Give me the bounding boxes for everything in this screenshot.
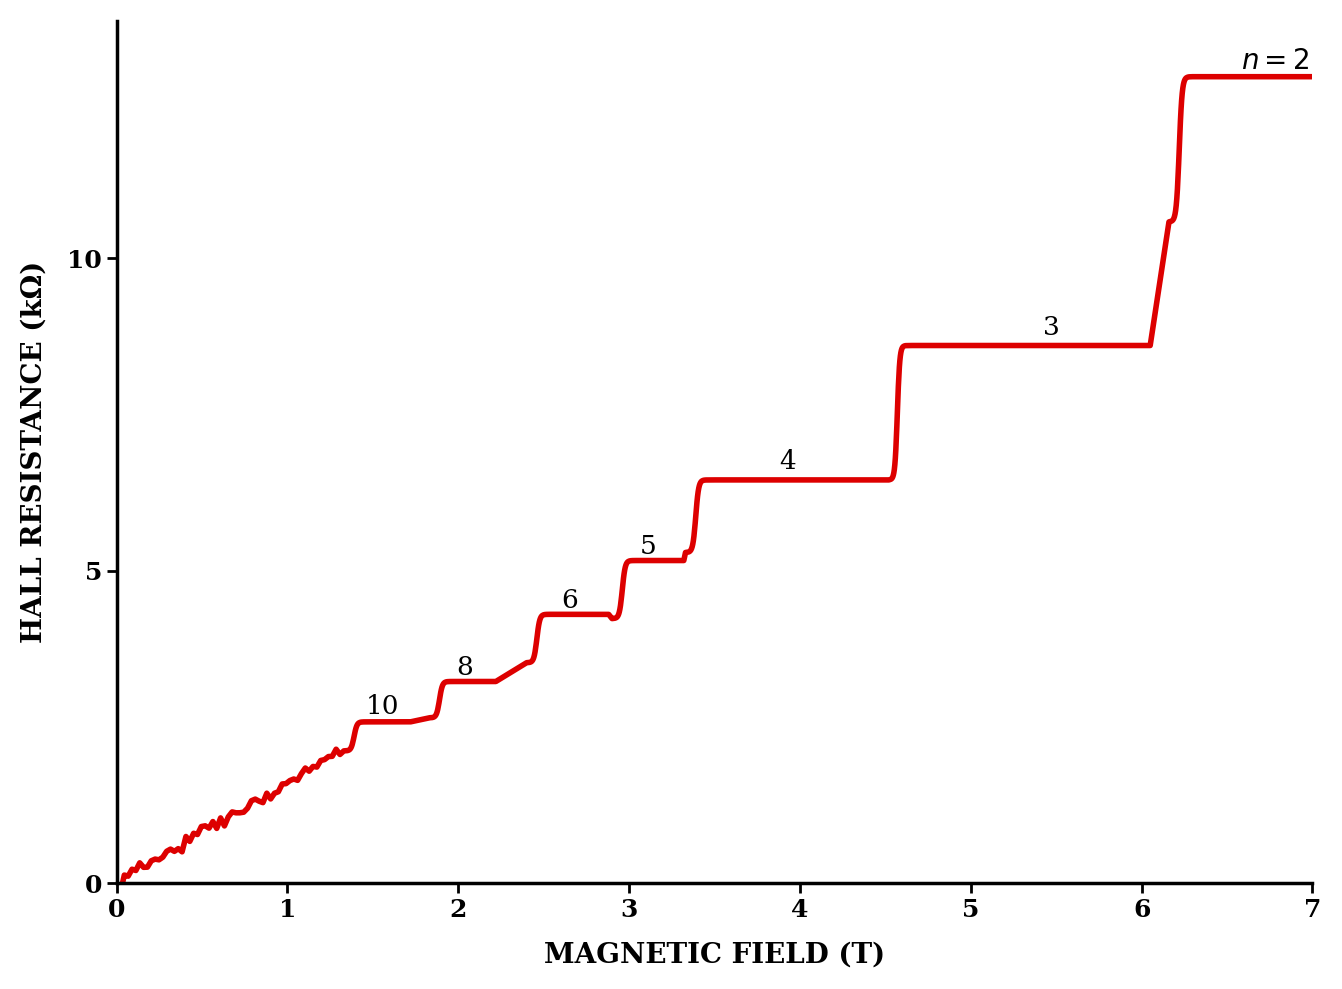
Text: 5: 5 <box>639 534 656 560</box>
X-axis label: MAGNETIC FIELD (T): MAGNETIC FIELD (T) <box>544 942 886 968</box>
Text: 10: 10 <box>366 694 400 719</box>
Text: $n = 2$: $n = 2$ <box>1241 47 1310 75</box>
Y-axis label: HALL RESISTANCE (kΩ): HALL RESISTANCE (kΩ) <box>21 261 48 643</box>
Text: 3: 3 <box>1043 315 1059 339</box>
Text: 4: 4 <box>780 449 796 474</box>
Text: 8: 8 <box>456 655 474 680</box>
Text: 6: 6 <box>561 588 577 613</box>
